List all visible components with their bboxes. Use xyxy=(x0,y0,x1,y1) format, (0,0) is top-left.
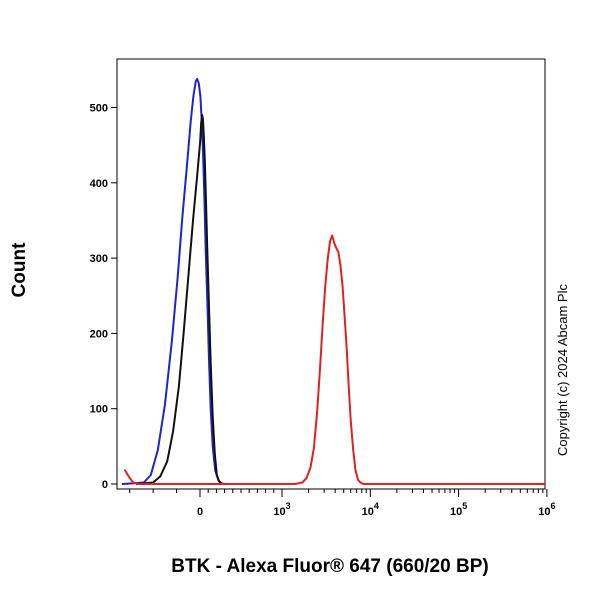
series-layer xyxy=(121,77,546,485)
y-axis-title: Count xyxy=(9,242,30,298)
plot-frame xyxy=(116,58,546,490)
x-tick-label: 0 xyxy=(197,506,203,518)
copyright-annotation: Copyright (c) 2024 Abcam Plc xyxy=(555,284,570,456)
x-tick-label: 106 xyxy=(538,501,555,518)
series-line-3 xyxy=(124,234,546,485)
y-tick-label: 100 xyxy=(90,404,108,416)
x-axis-title: BTK - Alexa Fluor® 647 (660/20 BP) xyxy=(171,556,488,577)
y-tick-label: 300 xyxy=(90,253,108,265)
y-tick-label: 500 xyxy=(90,103,108,115)
y-tick-label: 200 xyxy=(90,328,108,340)
series-line-1 xyxy=(121,77,226,485)
x-tick-label: 103 xyxy=(273,501,290,518)
x-tick-label: 105 xyxy=(450,501,467,518)
y-tick-label: 400 xyxy=(90,178,108,190)
axis-ticks: 0 100 200 300 400 500 0 103 104 105 106 xyxy=(90,103,556,519)
series-line-2 xyxy=(135,114,223,485)
x-tick-label: 104 xyxy=(362,501,379,518)
y-tick-label: 0 xyxy=(102,479,108,491)
